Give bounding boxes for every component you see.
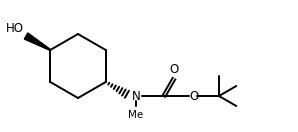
Text: O: O <box>189 89 198 103</box>
Text: N: N <box>132 89 140 103</box>
Text: O: O <box>169 63 179 76</box>
Polygon shape <box>24 33 51 50</box>
Text: HO: HO <box>6 22 24 35</box>
Text: Me: Me <box>128 110 144 120</box>
